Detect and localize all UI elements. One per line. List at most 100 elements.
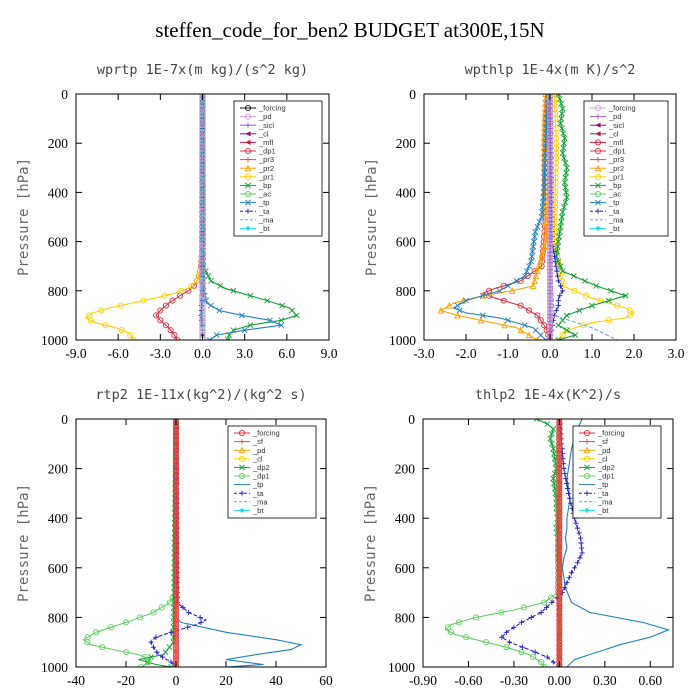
- legend-label: _sicl: [608, 121, 624, 130]
- series-marker: [167, 327, 174, 334]
- series-marker: [122, 649, 130, 656]
- series-marker: [626, 312, 633, 319]
- series-marker: [622, 292, 629, 299]
- series-marker: [538, 609, 544, 616]
- series-marker: [560, 288, 566, 294]
- series-marker: [558, 115, 565, 122]
- series-marker: [199, 266, 206, 273]
- y-tick-label: 800: [395, 610, 416, 625]
- y-tick-label: 200: [48, 462, 69, 477]
- legend-label: _pr3: [608, 155, 624, 164]
- series-marker: [247, 292, 254, 299]
- series-marker: [199, 304, 206, 311]
- series-marker: [199, 146, 206, 153]
- series-marker: [563, 475, 569, 482]
- series-marker: [199, 276, 206, 284]
- legend-marker: [245, 157, 251, 163]
- series-line-tp: [452, 94, 549, 340]
- x-tick-label: -9.0: [65, 346, 87, 361]
- series-marker: [523, 268, 530, 275]
- y-tick-label: 400: [48, 185, 69, 200]
- series-marker: [238, 312, 245, 319]
- series-marker: [162, 302, 170, 309]
- series-marker: [541, 599, 548, 606]
- series-marker: [444, 624, 452, 631]
- series-marker: [525, 307, 533, 314]
- series-marker: [206, 337, 213, 340]
- series-marker: [199, 194, 206, 201]
- series-marker: [140, 297, 147, 304]
- y-tick-label: 0: [409, 87, 416, 102]
- series-marker: [574, 525, 581, 531]
- series-marker: [532, 228, 539, 235]
- y-tick-label: 0: [61, 87, 68, 102]
- series-marker: [572, 332, 579, 338]
- legend-marker: [594, 164, 602, 172]
- series-marker: [558, 110, 565, 117]
- legend-label: _ma: [258, 215, 274, 224]
- legend-label: _sf: [597, 437, 609, 446]
- legend-marker: [595, 122, 601, 128]
- series-marker: [517, 326, 524, 334]
- legend-marker: [239, 439, 245, 445]
- series-marker: [87, 317, 94, 324]
- series-marker: [506, 639, 512, 645]
- series-marker: [532, 327, 539, 334]
- series-marker: [199, 307, 206, 315]
- series-marker: [530, 243, 537, 250]
- series-marker: [199, 208, 206, 215]
- series-marker: [560, 145, 567, 152]
- series-marker: [538, 658, 545, 666]
- plot-frame: [75, 418, 327, 668]
- series-marker: [171, 332, 178, 339]
- legend-marker: [238, 429, 246, 437]
- legend-marker: [239, 507, 245, 513]
- legend-marker: [239, 490, 245, 496]
- series-marker: [556, 233, 563, 240]
- series-marker: [571, 565, 578, 571]
- series-marker: [542, 155, 549, 161]
- series-marker: [463, 297, 469, 304]
- series-marker: [549, 599, 555, 606]
- series-marker: [541, 174, 548, 181]
- series-marker: [157, 317, 164, 324]
- x-tick-label: -20: [117, 673, 135, 688]
- series-marker: [293, 312, 300, 319]
- series-marker: [456, 307, 463, 314]
- legend-label: _ma: [252, 497, 268, 506]
- series-marker: [199, 283, 206, 290]
- series-marker: [199, 270, 206, 277]
- series-marker: [555, 278, 561, 284]
- series-marker: [157, 307, 164, 314]
- series-marker: [543, 604, 550, 611]
- series-marker: [199, 201, 206, 208]
- series-marker: [199, 139, 206, 146]
- series-marker: [557, 223, 564, 230]
- y-tick-label: 1000: [389, 333, 416, 348]
- series-marker: [557, 263, 564, 270]
- series-line-tp: [561, 419, 671, 667]
- series-marker: [202, 268, 209, 275]
- legend-label: _forcing: [597, 429, 625, 438]
- y-tick-label: 0: [408, 412, 415, 427]
- series-marker: [518, 619, 525, 625]
- series-marker: [554, 268, 560, 274]
- series-marker: [577, 535, 584, 541]
- y-tick-label: 400: [48, 511, 69, 526]
- series-marker: [500, 297, 507, 304]
- series-marker: [537, 317, 544, 324]
- series-marker: [199, 163, 206, 170]
- series-marker: [472, 614, 480, 621]
- panel-title: rtp2 1E-11x(kg^2)/(kg^2 s): [95, 387, 306, 403]
- series-marker: [564, 580, 570, 586]
- series-marker: [559, 105, 566, 112]
- series-marker: [154, 649, 160, 655]
- legend-label: _dp2: [597, 463, 615, 472]
- series-marker: [199, 128, 206, 135]
- y-tick-label: 800: [396, 284, 417, 299]
- legend-marker: [244, 173, 252, 180]
- legend-marker: [594, 104, 602, 112]
- series-marker: [544, 654, 550, 660]
- series-marker: [503, 629, 509, 635]
- series-marker: [98, 307, 105, 314]
